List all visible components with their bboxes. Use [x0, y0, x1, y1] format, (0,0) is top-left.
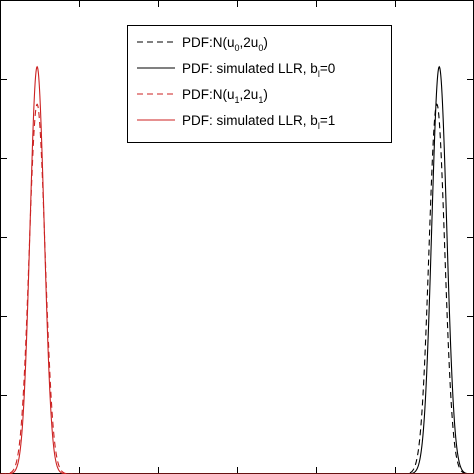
legend-text-part: PDF:N(u — [182, 35, 235, 50]
legend-text-part: =0 — [320, 61, 335, 76]
series-line-3 — [0, 103, 474, 474]
legend: PDF:N(u0,2u0)PDF: simulated LLR, bl=0PDF… — [127, 25, 392, 143]
legend-text-part: =1 — [320, 113, 335, 128]
legend-text-part: 0 — [258, 43, 263, 53]
legend-text-part: l — [318, 121, 320, 131]
legend-text-part: ) — [263, 35, 268, 50]
legend-text-part: ) — [263, 87, 268, 102]
legend-text-part: 1 — [235, 95, 240, 105]
legend-text-part: PDF:N(u — [182, 87, 235, 102]
legend-text-part: PDF: simulated LLR, b — [182, 61, 318, 76]
legend-label-4: PDF: simulated LLR, bl=1 — [182, 113, 335, 131]
legend-text-part: 0 — [235, 43, 240, 53]
series-line-1 — [0, 103, 474, 474]
legend-text-part: PDF: simulated LLR, b — [182, 113, 318, 128]
legend-label-2: PDF: simulated LLR, bl=0 — [182, 61, 335, 79]
legend-text-part: ,2u — [240, 35, 259, 50]
legend-label-3: PDF:N(u1,2u1) — [182, 87, 268, 105]
legend-text-part: ,2u — [240, 87, 259, 102]
legend-box — [127, 25, 392, 143]
legend-label-1: PDF:N(u0,2u0) — [182, 35, 268, 53]
legend-text-part: 1 — [258, 95, 263, 105]
legend-text-part: l — [318, 69, 320, 79]
